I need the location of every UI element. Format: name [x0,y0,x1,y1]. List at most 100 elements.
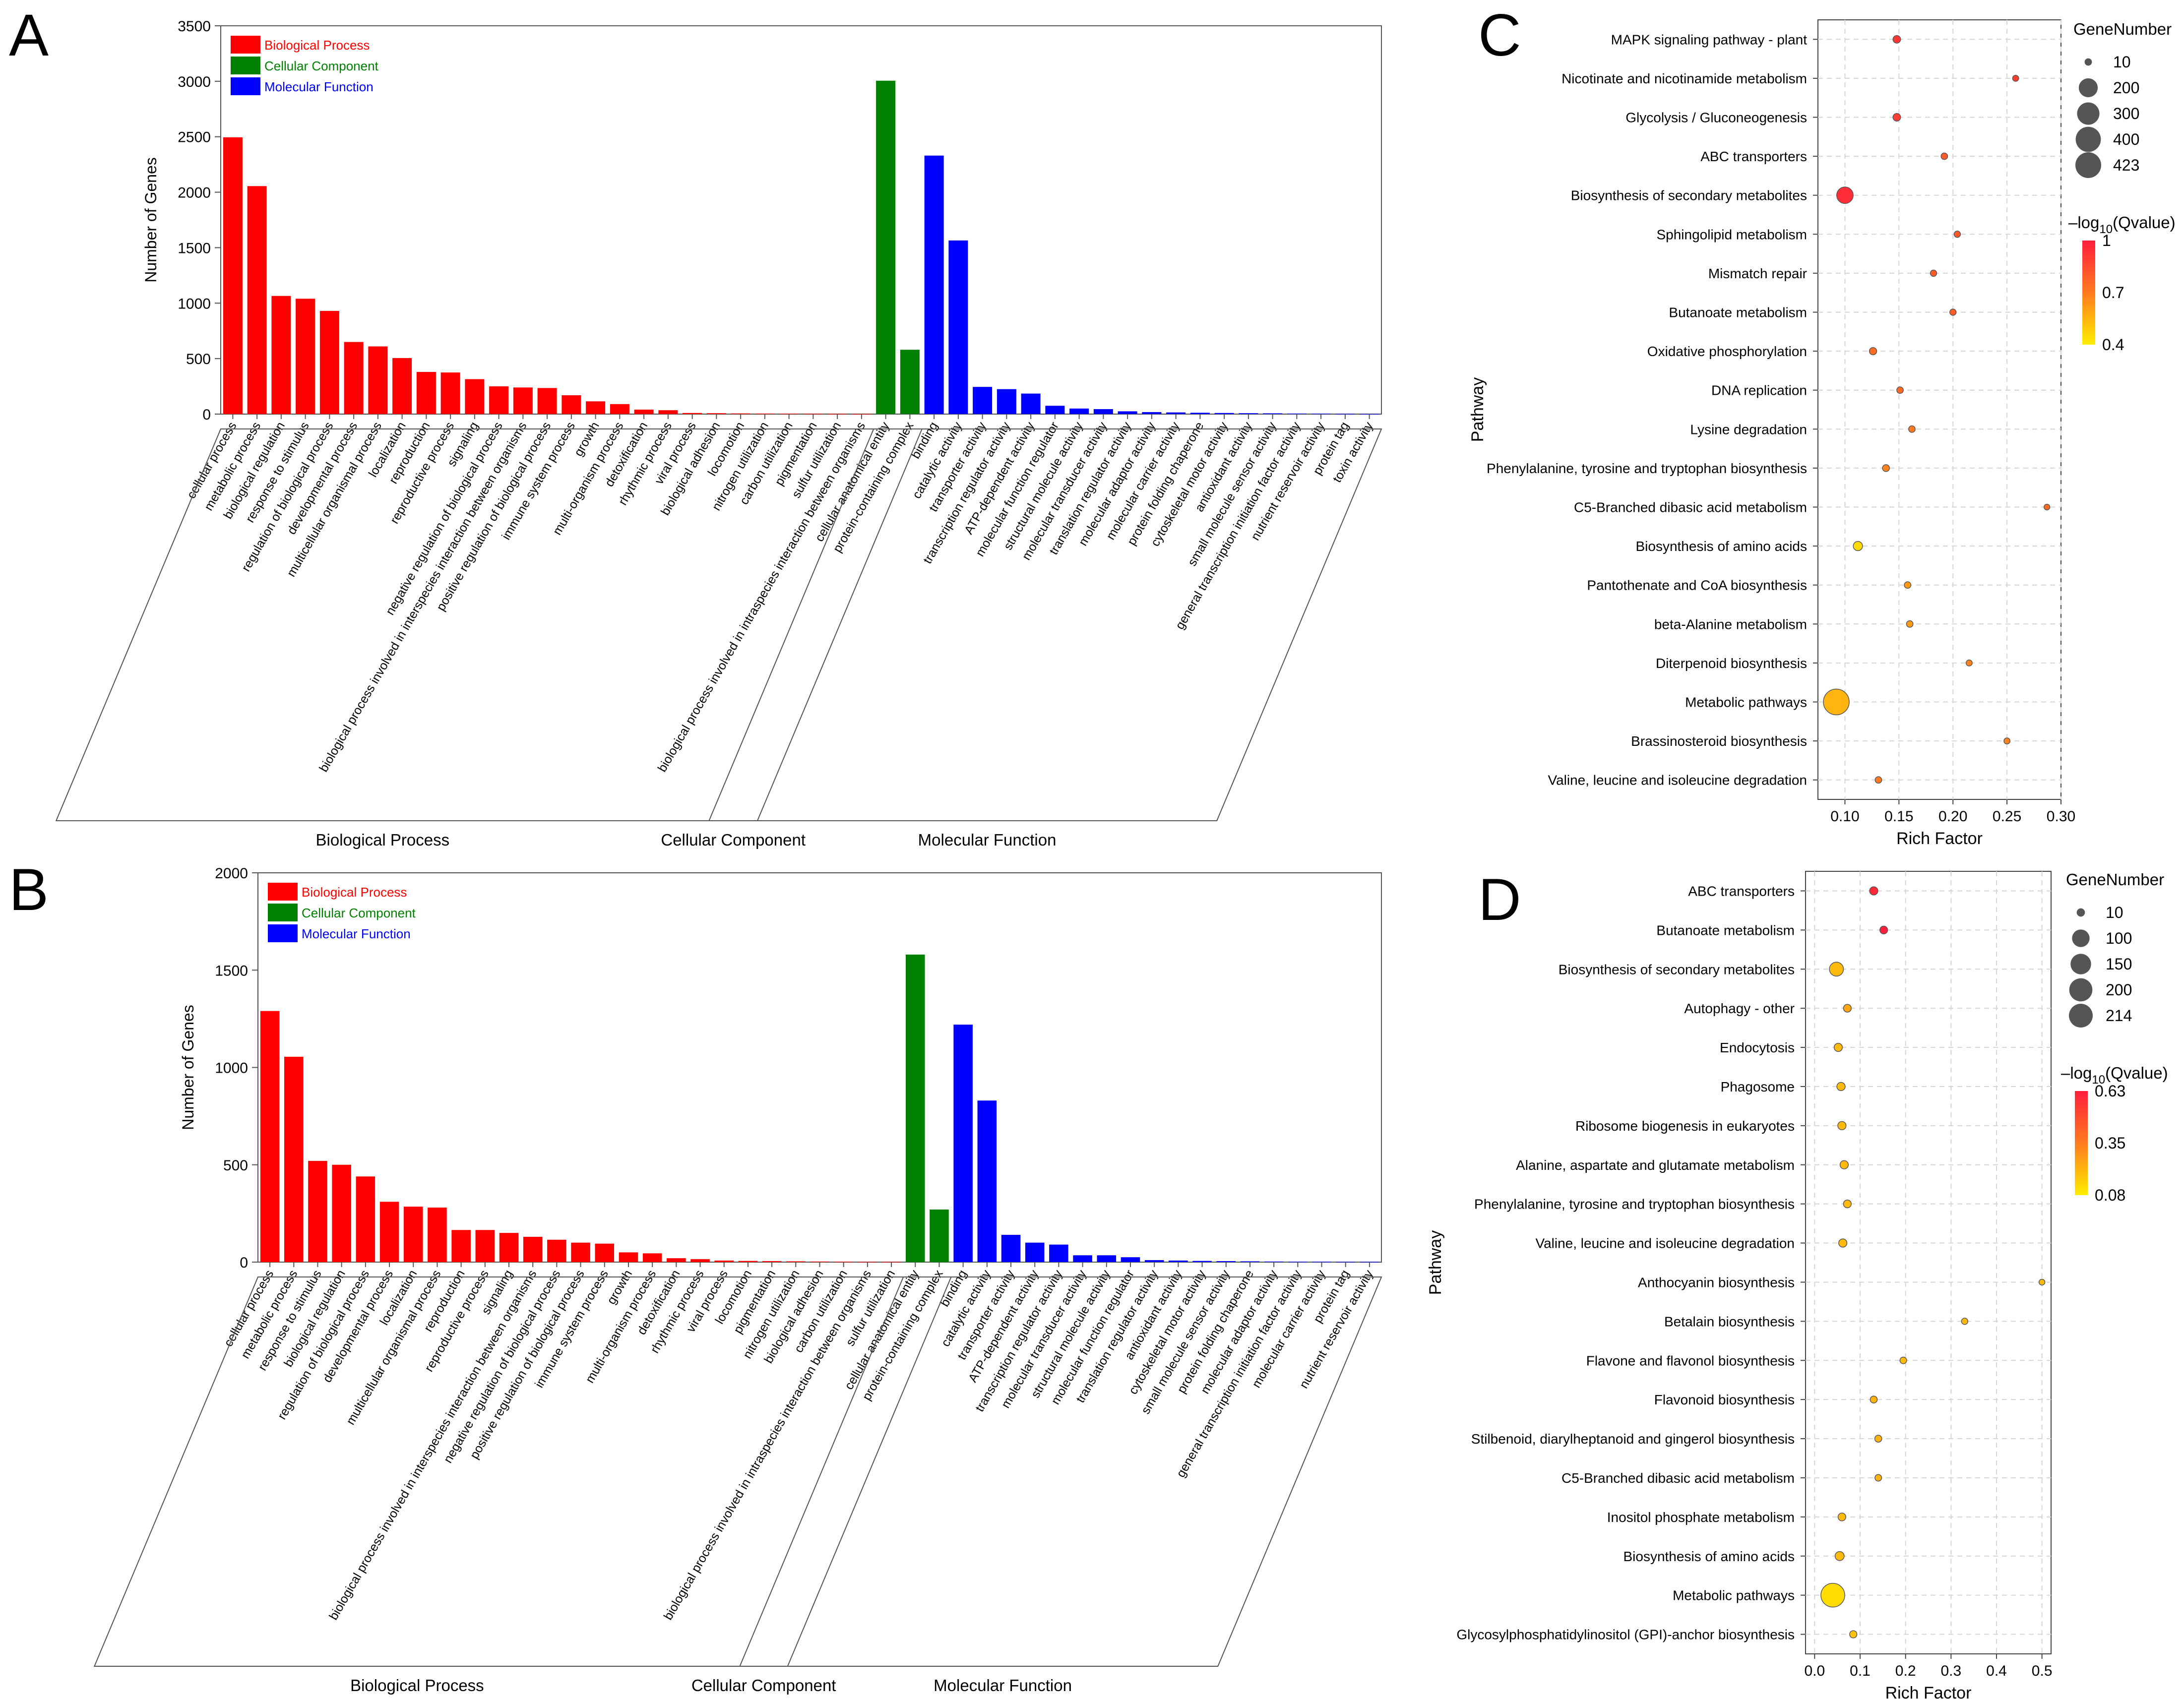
x-tick-label: 0.10 [1830,808,1859,825]
x-axis-label: Rich Factor [1885,1684,1972,1699]
pathway-label: MAPK signaling pathway - plant [1611,32,1808,47]
bar [786,1261,806,1262]
bar [1239,413,1258,414]
pathway-label: Stilbenoid, diarylheptanoid and gingerol… [1471,1431,1795,1447]
bar [403,1207,423,1262]
y-tick-label: 1000 [178,296,211,312]
bar [1169,1260,1188,1262]
bubble [1965,660,1973,667]
bubble [1836,1082,1846,1092]
bar [738,1261,758,1262]
bar [1025,1242,1045,1262]
bubble [1869,886,1878,896]
bar [683,413,702,414]
pathway-label: Metabolic pathways [1685,695,1807,710]
legend-swatch [231,57,260,74]
size-legend-dot [2084,58,2092,66]
bar [489,386,509,414]
size-legend-label: 10 [2106,904,2123,921]
pathway-label: Brassinosteroid biosynthesis [1631,733,1807,749]
pathway-label: Glycosylphosphatidylinositol (GPI)-ancho… [1456,1627,1795,1642]
size-legend-label: 150 [2106,955,2132,973]
bubble [2044,503,2051,511]
color-legend-title: –log10(Qvalue) [2068,213,2176,236]
panel-label-a: A [9,2,49,68]
color-legend-label: 0.63 [2095,1082,2125,1100]
bubble [1961,1318,1968,1325]
bar [900,350,920,414]
bubble [1874,1474,1882,1482]
bar [1144,1260,1164,1262]
pathway-label: Butanoate metabolism [1669,305,1807,320]
pathway-label: Flavone and flavonol biosynthesis [1586,1353,1795,1368]
pathway-label: Mismatch repair [1708,266,1807,281]
bar [475,1230,495,1262]
bar [642,1253,662,1262]
bar [930,1210,949,1262]
pathway-label: Autophagy - other [1684,1001,1795,1016]
bubble [1904,581,1912,589]
size-legend-title: GeneNumber [2073,20,2172,38]
bar [1045,406,1065,414]
bubble [1870,1396,1878,1403]
bar [1240,1261,1260,1262]
x-tick-label: 0.15 [1884,808,1913,825]
group-divider [739,1276,904,1667]
panel-label-d: D [1478,866,1521,933]
bubble [1869,347,1877,356]
size-legend-dot [2075,126,2101,152]
bar [586,401,606,414]
bubble [1836,186,1854,204]
pathway-label: Lysine degradation [1690,422,1807,437]
pathway-label: DNA replication [1711,383,1807,398]
bar [416,371,436,414]
y-axis-label: Number of Genes [142,157,160,283]
bar [296,299,315,414]
y-tick-label: 1500 [215,963,248,979]
x-tick-label: 0.25 [1993,808,2021,825]
group-label: Cellular Component [691,1676,836,1695]
legend-label: Cellular Component [264,59,379,73]
bar [451,1230,471,1262]
bubble [1892,35,1901,44]
bar [997,389,1016,414]
bar [905,954,925,1262]
bubble [1896,386,1904,394]
y-tick-label: 500 [186,351,211,367]
bubble [1853,541,1863,551]
pathway-label: Metabolic pathways [1673,1588,1795,1603]
bubble [1930,269,1937,277]
bubble [1820,1582,1845,1608]
bar [948,240,968,414]
x-axis-label: Rich Factor [1896,829,1983,848]
panel-label-b: B [9,856,49,923]
go-bar-chart-a: 0 500 1000 1500 2000 2500 3000 3500 Number of Ge… [55,18,1382,849]
pathway-label: Biosynthesis of amino acids [1623,1549,1795,1564]
color-legend-bar [2082,241,2095,345]
pathway-label: Oxidative phosphorylation [1647,344,1807,359]
kegg-bubble-chart-d: 0.0 0.1 0.2 0.3 0.4 0.5 Rich Factor ABC transpo… [1426,870,2168,1699]
bar [1121,1257,1140,1262]
bubble [1839,1160,1849,1169]
pathway-label: C5-Branched dibasic acid metabolism [1574,500,1807,515]
bar [1021,393,1041,414]
legend-label: Cellular Component [302,906,416,920]
bar [1263,413,1283,414]
bar [1214,413,1234,414]
bubble [1879,925,1888,934]
y-tick-label: 2500 [178,129,211,146]
bubble [1823,688,1850,716]
y-tick-label: 0 [240,1255,248,1271]
pathway-label: Phenylalanine, tyrosine and tryptophan b… [1487,461,1807,476]
x-tick-label: 0.5 [2032,1663,2053,1679]
bar [595,1243,615,1262]
bubble [1882,464,1890,472]
category-group-frame [93,1276,1382,1667]
group-label: Cellular Component [661,831,806,849]
pathway-label: Phagosome [1721,1079,1795,1094]
bar [706,413,726,414]
x-tick-label: 0.0 [1804,1663,1825,1679]
y-tick-label: 2000 [178,185,211,201]
size-legend-dot [2076,908,2085,917]
